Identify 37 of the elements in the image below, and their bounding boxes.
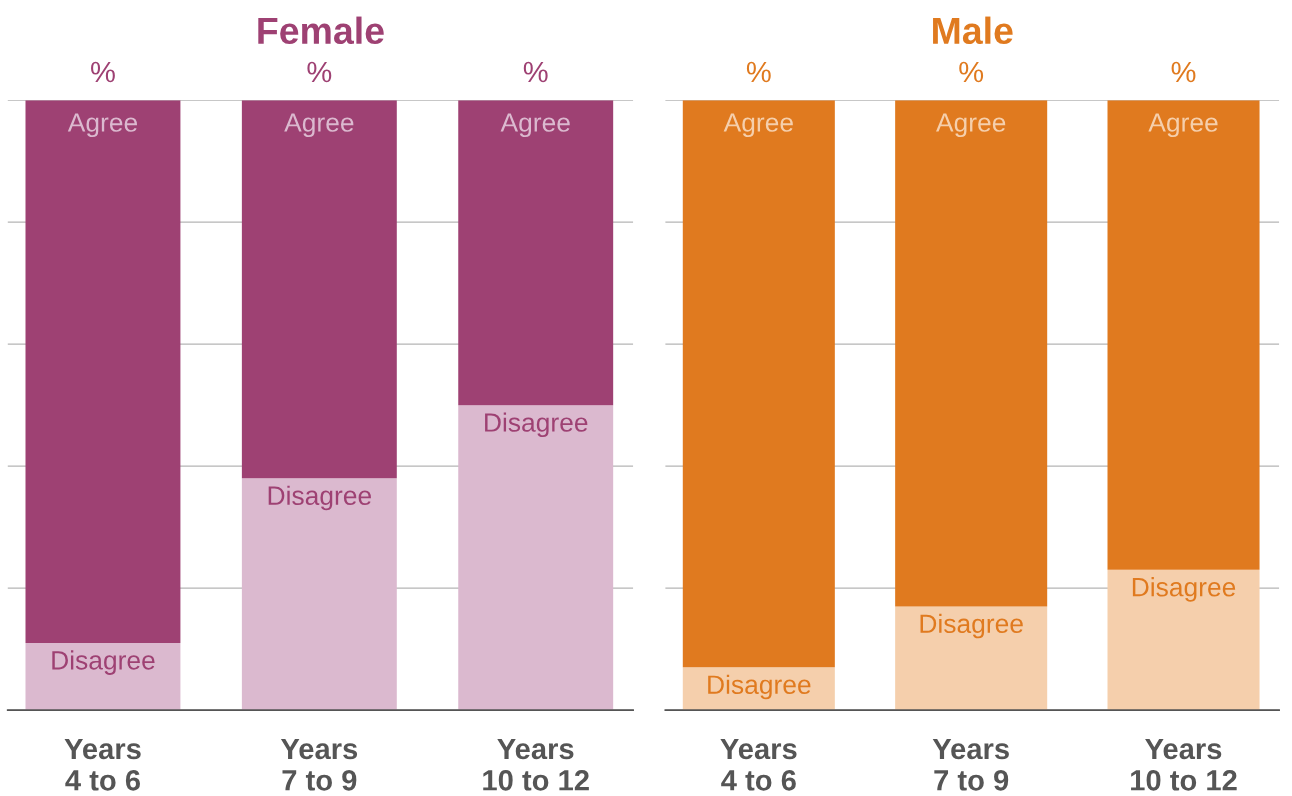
text: % (91, 61, 115, 83)
text: Agree (500, 113, 570, 138)
x-tick-label: Years 7 to 9 (932, 738, 1009, 791)
text: Disagree (1132, 577, 1236, 602)
x-tick-label: Years 4 to 6 (64, 738, 141, 791)
bar (25, 100, 181, 643)
text: Disagree (708, 674, 811, 700)
text: % (307, 61, 332, 83)
bar (895, 100, 1048, 607)
text: % (523, 61, 548, 83)
bar (682, 100, 835, 668)
x-tick-label: Years 10 to 12 (1131, 738, 1237, 791)
series-label: Agree (723, 113, 793, 138)
x-tick-label: Years 7 to 9 (280, 738, 358, 791)
text: Agree (284, 113, 354, 138)
bar (25, 642, 181, 711)
text: Disagree (268, 485, 371, 511)
bar (895, 606, 1048, 711)
chart-title: Female (258, 16, 384, 45)
text: % (1171, 61, 1196, 83)
chart-title: Male (933, 16, 1013, 45)
bar (241, 100, 397, 479)
text: % (746, 61, 771, 83)
x-tick-label: Years 10 to 12 (483, 738, 589, 791)
bar (458, 100, 614, 406)
text: Agree (936, 113, 1006, 138)
bar (1107, 569, 1260, 711)
bar (458, 405, 614, 711)
series-label: Agree (67, 113, 137, 138)
bar (241, 478, 397, 711)
bar (1107, 100, 1260, 570)
text: Disagree (485, 412, 588, 438)
text: % (959, 61, 984, 83)
series-label: Disagree (52, 650, 155, 675)
series-label: Disagree (920, 613, 1023, 639)
x-tick-label: Years 4 to 6 (720, 738, 797, 791)
text: Agree (1148, 113, 1218, 138)
